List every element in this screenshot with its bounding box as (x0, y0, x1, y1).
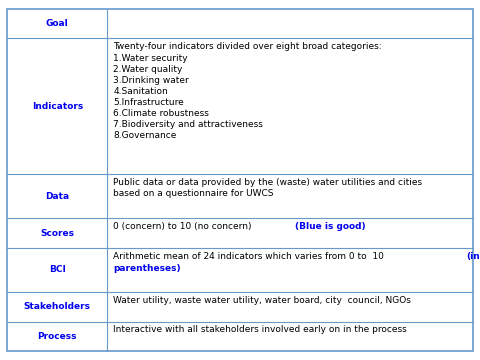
Text: Twenty-four indicators divided over eight broad categories:
1.Water security
2.W: Twenty-four indicators divided over eigh… (113, 42, 382, 140)
Text: Water utility, waste water utility, water board, city  council, NGOs: Water utility, waste water utility, wate… (113, 296, 411, 305)
Text: Interactive with all stakeholders involved early on in the process: Interactive with all stakeholders involv… (113, 325, 407, 334)
Text: Indicators: Indicators (32, 102, 83, 111)
Text: BCI: BCI (49, 265, 66, 274)
Text: (in: (in (466, 252, 480, 261)
Text: parentheses): parentheses) (113, 264, 180, 273)
Text: Data: Data (45, 192, 69, 201)
Text: Arithmetic mean of 24 indicators which varies from 0 to  10: Arithmetic mean of 24 indicators which v… (113, 252, 387, 261)
Text: Goal: Goal (46, 19, 69, 28)
Text: Stakeholders: Stakeholders (24, 302, 91, 311)
Text: Public data or data provided by the (waste) water utilities and cities
based on : Public data or data provided by the (was… (113, 178, 422, 198)
Text: Scores: Scores (40, 229, 74, 238)
Text: 0 (concern) to 10 (no concern): 0 (concern) to 10 (no concern) (113, 222, 254, 231)
Text: (Blue is good): (Blue is good) (296, 222, 366, 231)
Text: Process: Process (37, 332, 77, 341)
